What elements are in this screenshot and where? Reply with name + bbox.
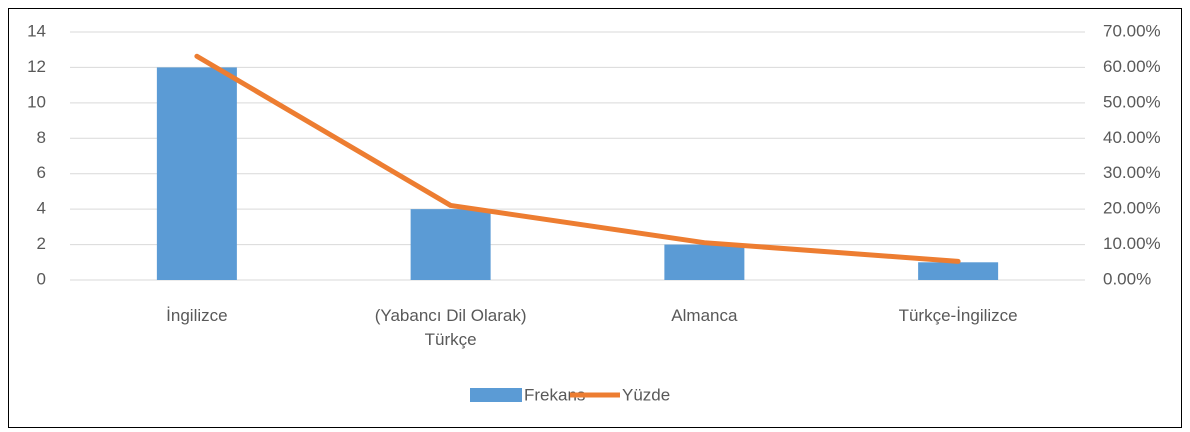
line (194, 53, 961, 264)
x-tick-label: Türkçe-İngilizce (898, 306, 1018, 325)
y-tick-label: 8 (37, 128, 46, 147)
y2-tick-label: 20.00% (1103, 199, 1161, 218)
x-tick-label: Almanca (671, 306, 738, 325)
legend-label: Frekans (524, 385, 585, 404)
y-tick-label: 2 (37, 234, 46, 253)
bar (410, 209, 491, 280)
y-tick-label: 4 (37, 199, 46, 218)
bar (664, 244, 745, 280)
x-tick-label: İngilizce (166, 306, 228, 325)
x-tick-label: (Yabancı Dil Olarak) Türkçe (374, 306, 527, 349)
legend-swatch (470, 388, 522, 402)
bar (918, 262, 999, 280)
y-tick-label: 0 (37, 269, 46, 288)
y2-tick-label: 10.00% (1103, 234, 1161, 253)
y2-tick-label: 0.00% (1103, 269, 1151, 288)
y-tick-label: 10 (27, 92, 46, 111)
y-tick-label: 12 (27, 57, 46, 76)
y2-tick-label: 60.00% (1103, 57, 1161, 76)
y-tick-label: 14 (27, 21, 46, 40)
legend-label: Yüzde (622, 385, 670, 404)
y2-tick-label: 40.00% (1103, 128, 1161, 147)
y2-tick-label: 50.00% (1103, 92, 1161, 111)
y2-tick-label: 30.00% (1103, 163, 1161, 182)
y2-tick-label: 70.00% (1103, 21, 1161, 40)
y-tick-label: 6 (37, 163, 46, 182)
bar (156, 67, 237, 280)
